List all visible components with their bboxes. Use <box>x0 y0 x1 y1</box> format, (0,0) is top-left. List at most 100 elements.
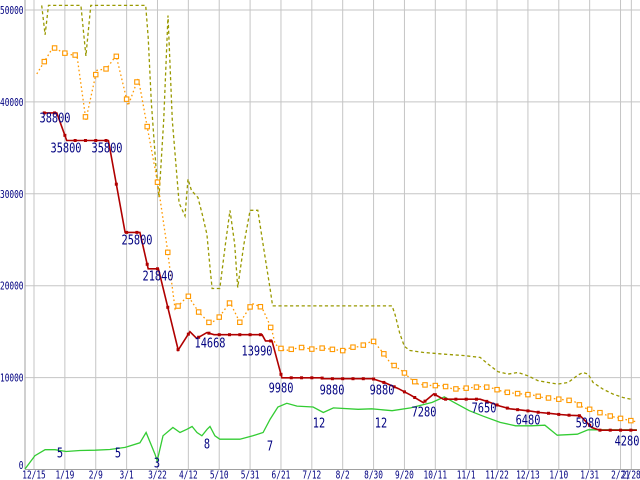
x-tick-label: 1/19 <box>55 469 74 480</box>
x-tick-label: 6/21 <box>272 469 291 480</box>
lowest-price-marker <box>598 428 602 432</box>
count-label: 5 <box>57 447 63 462</box>
x-tick-label: 11/1 <box>457 469 476 480</box>
lowest-price-marker <box>547 411 550 415</box>
lowest-price-marker <box>207 331 211 335</box>
lowest-price-marker <box>94 138 98 142</box>
average-price-marker <box>586 406 593 413</box>
price-label: 13990 <box>242 345 273 360</box>
series-average-price <box>36 45 637 424</box>
lowest-price-marker <box>289 376 293 380</box>
average-price-marker <box>195 309 202 315</box>
average-price-marker <box>257 303 264 310</box>
average-price-marker <box>113 53 120 60</box>
lowest-price-marker <box>155 267 159 271</box>
price-label: 6480 <box>516 414 541 429</box>
average-price-marker <box>494 386 500 393</box>
price-label: 9880 <box>320 384 345 399</box>
x-tick-label: 8/2 <box>336 469 350 480</box>
average-price-marker <box>51 45 58 51</box>
average-price-marker <box>72 52 78 58</box>
average-price-marker <box>267 324 274 331</box>
lowest-price-marker <box>588 423 592 427</box>
average-price-marker <box>422 382 428 388</box>
price-label: 7280 <box>412 406 437 421</box>
lowest-price-marker <box>619 428 623 432</box>
x-tick-label: 5/31 <box>241 469 260 480</box>
average-price-marker <box>144 123 150 130</box>
lowest-price-marker <box>330 377 334 381</box>
count-label: 3 <box>154 457 160 472</box>
x-tick-label: 5/10 <box>210 469 229 480</box>
lowest-price-marker <box>382 380 386 384</box>
x-tick-label: 9/20 <box>395 469 414 480</box>
lowest-price-marker <box>42 111 46 115</box>
lowest-price-marker <box>526 409 530 413</box>
lowest-price-marker <box>372 377 376 381</box>
lowest-price-marker <box>413 396 417 400</box>
average-price-marker <box>432 382 439 389</box>
price-label: 35800 <box>92 142 123 157</box>
price-label: 14668 <box>195 337 226 352</box>
count-label: 7 <box>267 440 273 455</box>
average-price-line <box>36 46 637 423</box>
lowest-price-marker <box>238 333 242 337</box>
average-price-marker <box>504 389 511 396</box>
lowest-price-marker <box>258 333 262 337</box>
lowest-price-marker <box>300 376 304 380</box>
average-price-marker <box>525 391 531 398</box>
count-label: 5 <box>115 447 121 462</box>
average-price-marker <box>514 390 521 397</box>
count-label: 8 <box>204 438 210 453</box>
lowest-price-marker <box>63 133 67 137</box>
lowest-price-marker <box>536 410 540 414</box>
x-axis-labels: 12/15 1/19 2/9 3/1 3/22 4/12 5/10 5/31 6/21 7/12 8… <box>22 469 640 480</box>
lowest-price-marker <box>248 333 252 337</box>
lowest-price-marker <box>310 376 314 380</box>
average-price-marker <box>556 396 562 402</box>
lowest-price-marker <box>53 111 57 115</box>
average-price-marker <box>154 179 161 185</box>
lowest-price-marker <box>629 428 633 432</box>
average-price-marker <box>62 50 68 56</box>
lowest-price-marker <box>577 414 581 418</box>
average-price-marker <box>391 362 397 369</box>
count-label: 12 <box>313 417 325 432</box>
y-tick-label: 0 <box>19 459 24 472</box>
x-tick-label: 12/15 <box>22 469 46 480</box>
average-price-marker <box>381 351 387 357</box>
average-price-marker <box>226 300 233 306</box>
lowest-price-marker <box>402 390 406 394</box>
y-tick-label: 40000 <box>0 96 24 109</box>
lowest-price-marker <box>341 377 345 381</box>
gridlines <box>25 0 640 470</box>
average-price-marker <box>165 249 171 256</box>
lowest-price-marker <box>392 385 396 389</box>
lowest-price-marker <box>454 397 458 401</box>
average-price-marker <box>92 71 99 78</box>
average-price-marker <box>401 370 408 376</box>
average-price-marker <box>247 304 253 310</box>
average-price-marker <box>360 342 367 348</box>
lowest-price-marker <box>423 399 427 403</box>
lowest-price-marker <box>320 376 324 380</box>
x-tick-label: 2/9 <box>89 469 103 480</box>
axes <box>24 0 640 470</box>
lowest-price-marker <box>104 138 108 142</box>
average-price-marker <box>411 378 418 385</box>
value-labels: 38800 35800 35800 25800 21840 14668 13990 9980 9… <box>40 112 640 472</box>
lowest-price-marker <box>269 339 273 343</box>
average-price-marker <box>566 397 572 404</box>
x-tick-label: 1/31 <box>580 469 599 480</box>
lowest-price-marker <box>125 230 129 234</box>
price-label: 35800 <box>51 142 82 157</box>
average-price-marker <box>185 293 192 300</box>
average-price-marker <box>463 385 469 391</box>
lowest-price-marker <box>474 397 478 401</box>
lowest-price-marker <box>73 138 77 142</box>
average-price-marker <box>370 338 377 345</box>
y-tick-label: 30000 <box>0 188 24 201</box>
y-tick-label: 20000 <box>0 280 24 293</box>
